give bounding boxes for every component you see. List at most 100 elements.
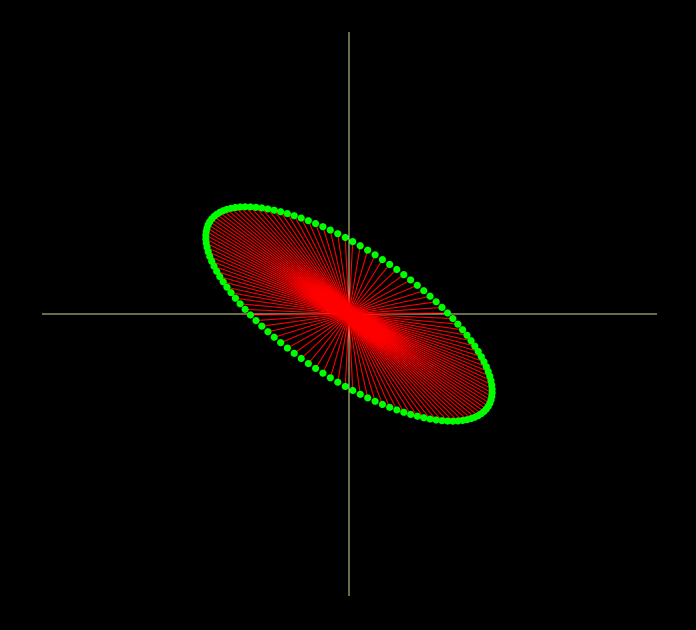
ray-line xyxy=(226,286,350,315)
ray-line xyxy=(230,292,350,315)
ray-line xyxy=(348,254,376,315)
ellipse-point xyxy=(252,203,260,211)
ray-line xyxy=(273,209,350,315)
ellipse-point xyxy=(356,242,364,250)
ray-line xyxy=(280,211,350,315)
ellipse-point xyxy=(386,260,394,269)
ray-line xyxy=(219,211,350,315)
ray-line xyxy=(348,279,411,315)
ellipse-point xyxy=(227,289,235,297)
ellipse-point xyxy=(364,246,372,254)
ellipse-point xyxy=(407,276,415,284)
ellipse-point xyxy=(304,217,312,225)
ellipse-point xyxy=(477,353,485,361)
ray-line xyxy=(209,255,350,315)
ray-line xyxy=(255,206,350,315)
ray-line xyxy=(250,206,350,315)
ray-line xyxy=(235,297,350,315)
ray-line xyxy=(235,207,350,315)
ray-line xyxy=(348,313,463,421)
ellipse-point xyxy=(356,390,364,398)
ellipse-point xyxy=(216,272,224,281)
ray-line xyxy=(348,313,489,407)
ray-line xyxy=(250,313,350,316)
ray-line xyxy=(219,275,350,315)
ray-line xyxy=(205,230,350,315)
ray-line xyxy=(348,313,485,363)
ray-line xyxy=(205,238,350,315)
ray-line xyxy=(348,313,376,402)
ray-line xyxy=(348,250,369,315)
ray-line xyxy=(348,313,458,325)
ellipse-point xyxy=(378,400,387,409)
ellipse-point xyxy=(326,374,334,382)
ray-line xyxy=(348,313,492,386)
ellipse-point xyxy=(420,287,428,295)
ray-line xyxy=(348,264,391,315)
ellipse-point xyxy=(426,292,434,300)
ray-line xyxy=(348,313,479,353)
ray-line xyxy=(245,308,350,315)
ray-line xyxy=(348,245,361,315)
ray-line xyxy=(348,313,472,420)
ray-line xyxy=(348,259,383,315)
ray-line xyxy=(348,313,369,399)
ray-line xyxy=(230,207,350,315)
ellipse-point xyxy=(413,281,421,289)
ray-line xyxy=(348,306,443,315)
ellipse-point xyxy=(270,333,278,341)
ellipse-point xyxy=(290,349,298,357)
ray-line xyxy=(216,270,350,315)
ray-line xyxy=(348,313,492,382)
ray-line xyxy=(337,233,350,315)
ellipse-point xyxy=(252,317,260,325)
ray-line xyxy=(322,313,350,374)
ray-line xyxy=(274,313,350,338)
ellipse-point xyxy=(270,206,278,214)
ray-line xyxy=(206,227,350,315)
ellipse-point xyxy=(246,203,255,211)
ray-line xyxy=(226,208,350,315)
ellipse-point xyxy=(223,283,231,291)
ellipse-point xyxy=(458,326,467,334)
ray-line xyxy=(267,313,350,333)
ray-line xyxy=(348,313,443,422)
ellipse-point xyxy=(449,315,457,323)
ray-line xyxy=(348,313,492,401)
ray-line xyxy=(211,218,350,315)
ellipse-point xyxy=(364,394,372,402)
ray-line xyxy=(307,313,350,364)
ellipse-point xyxy=(304,359,312,368)
ellipse-point xyxy=(241,305,249,313)
ray-line xyxy=(348,313,485,412)
ray-line xyxy=(348,269,398,315)
ray-line xyxy=(348,313,493,398)
ray-line xyxy=(348,313,354,391)
ray-line xyxy=(348,313,453,320)
ellipse-point xyxy=(341,382,349,391)
ray-line xyxy=(348,241,354,315)
ray-line xyxy=(348,313,383,405)
ray-line xyxy=(286,213,350,315)
ray-line xyxy=(216,213,350,315)
ray-line xyxy=(348,313,398,411)
ray-line xyxy=(348,313,361,395)
ellipse-point xyxy=(311,219,320,228)
ray-line xyxy=(322,226,350,315)
ellipse-point xyxy=(400,408,408,416)
ellipse-point xyxy=(438,303,446,311)
ellipse-point xyxy=(471,342,479,350)
ray-line xyxy=(348,313,489,373)
ellipse-point xyxy=(443,309,452,317)
ray-line xyxy=(348,313,476,418)
ellipse-point xyxy=(246,311,255,319)
ray-line xyxy=(348,313,491,404)
ellipse-point xyxy=(378,255,387,264)
ray-line xyxy=(267,208,350,315)
ellipse-point xyxy=(290,212,298,220)
ellipse-point xyxy=(413,412,421,420)
ray-line xyxy=(348,313,468,421)
ellipse-point xyxy=(393,265,401,274)
ray-line xyxy=(261,207,350,315)
